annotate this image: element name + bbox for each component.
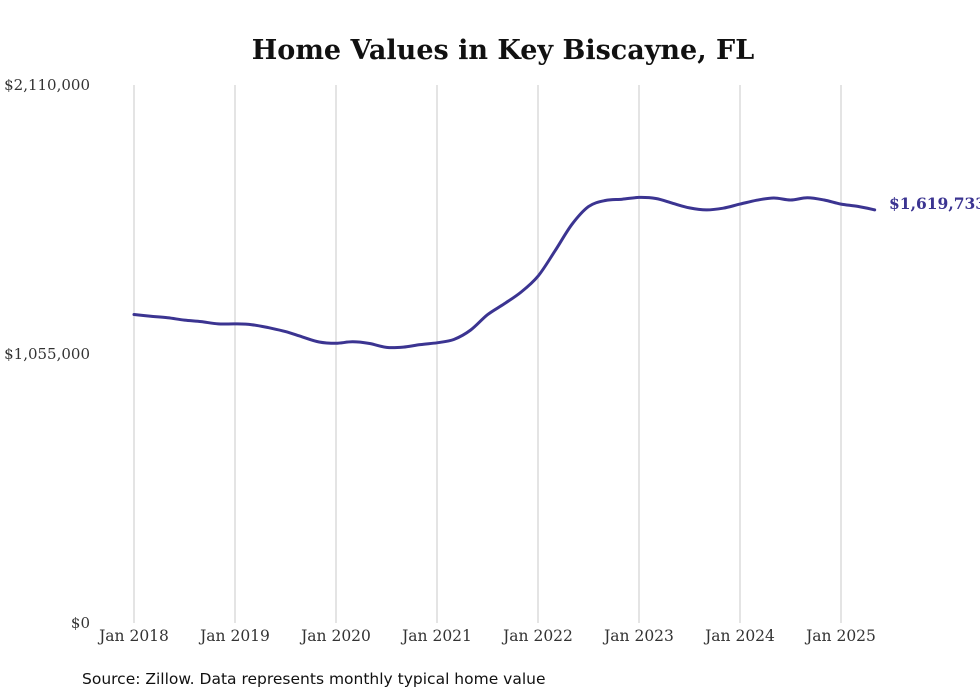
x-tick-label: Jan 2021	[400, 627, 472, 645]
series-line-0	[132, 195, 877, 350]
chart-title: Home Values in Key Biscayne, FL	[252, 35, 754, 66]
x-tick-label: Jan 2025	[804, 627, 876, 645]
x-tick-label: Jan 2022	[501, 627, 573, 645]
gridlines	[133, 85, 842, 623]
y-tick-label: $1,055,000	[4, 345, 90, 363]
x-tick-label: Jan 2023	[602, 627, 674, 645]
source-note: Source: Zillow. Data represents monthly …	[82, 670, 546, 688]
y-tick-label: $2,110,000	[4, 76, 90, 94]
x-tick-label: Jan 2024	[703, 627, 775, 645]
x-tick-label: Jan 2020	[299, 627, 371, 645]
x-tick-label: Jan 2019	[198, 627, 270, 645]
y-axis-ticks: $0 $1,055,000 $2,110,000	[4, 76, 90, 632]
x-axis-ticks: Jan 2018 Jan 2019 Jan 2020 Jan 2021 Jan 2022…	[97, 627, 876, 645]
series-line-group	[132, 195, 877, 350]
y-tick-label: $0	[71, 614, 90, 632]
last-value-label: $1,619,733	[889, 194, 980, 213]
x-tick-label: Jan 2018	[97, 627, 169, 645]
